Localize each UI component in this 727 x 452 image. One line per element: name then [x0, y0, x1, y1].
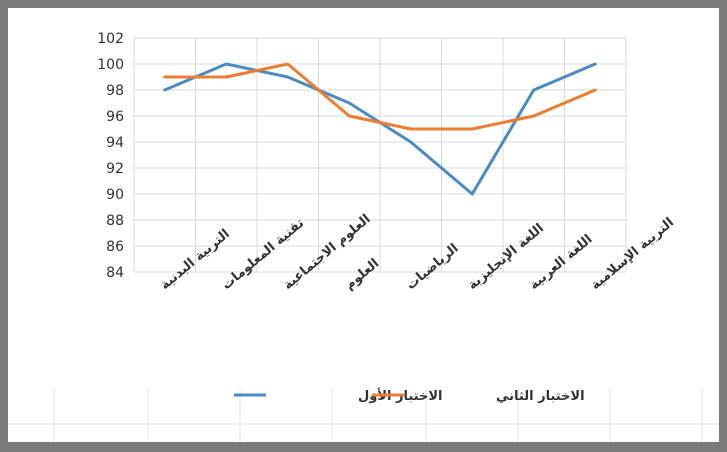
plot-area — [163, 62, 597, 196]
y-axis: 84 86 88 90 92 94 96 98 100 102 — [97, 31, 124, 281]
y-tick-label: 94 — [106, 135, 124, 151]
y-tick-label: 90 — [106, 187, 124, 203]
series-line-2 — [163, 62, 597, 131]
x-tick-label: التربية الإسلامية — [588, 215, 677, 293]
y-tick-label: 86 — [106, 239, 124, 255]
chart-gridlines — [133, 37, 627, 273]
y-tick-label: 100 — [97, 57, 124, 73]
y-tick-label: 92 — [106, 161, 124, 177]
line-chart: 84 86 88 90 92 94 96 98 100 102 التربية البدنيةتق… — [8, 31, 719, 442]
legend: الاختبار الأولالاختبار الثاني — [234, 387, 585, 404]
worksheet-grid — [8, 388, 719, 442]
y-tick-label: 102 — [97, 31, 124, 47]
x-tick-label: الرياضيات — [404, 241, 462, 293]
y-tick-label: 84 — [106, 265, 124, 281]
x-tick-label: العلوم — [342, 256, 382, 293]
legend-label-2: الاختبار الثاني — [496, 389, 585, 404]
y-tick-label: 88 — [106, 213, 124, 229]
x-tick-label: اللغة العربية — [527, 232, 596, 293]
y-tick-label: 96 — [106, 109, 124, 125]
y-tick-label: 98 — [106, 83, 124, 99]
chart-sheet: 84 86 88 90 92 94 96 98 100 102 التربية البدنية تق… — [8, 8, 719, 442]
